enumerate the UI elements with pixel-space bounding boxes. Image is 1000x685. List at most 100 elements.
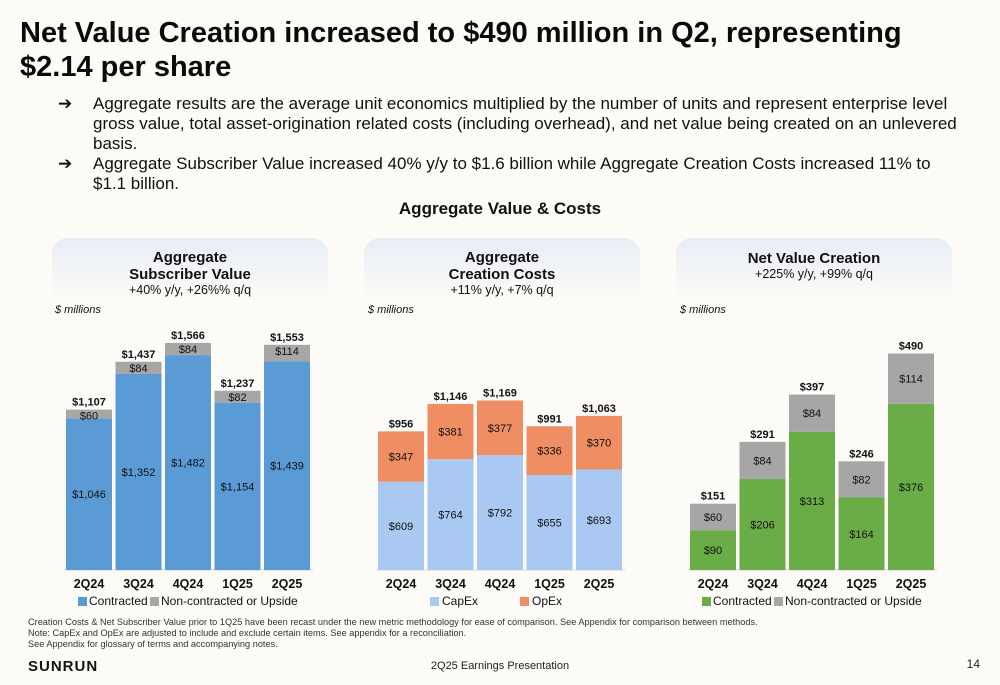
- bar-segment-3q24-top: [427, 403, 474, 460]
- bar-segment-1q25-bottom: [526, 475, 573, 570]
- data-label: $114: [899, 374, 923, 386]
- bar-segment-1q25-top: [838, 461, 885, 498]
- legend-swatch: [520, 597, 529, 606]
- panel-subtitle: +40% y/y, +26%% q/q: [128, 283, 252, 297]
- arrow-icon: ➔: [58, 154, 73, 173]
- sunrun-logo: SUNRUN: [28, 658, 99, 675]
- data-label: $84: [129, 363, 147, 375]
- total-label: $956: [389, 418, 413, 430]
- data-label: $376: [899, 482, 923, 494]
- tick-label: 3Q24: [747, 577, 778, 591]
- bar-segment-4q24-bottom: [477, 455, 523, 570]
- bar-segment-4q24-top: [477, 400, 523, 456]
- tick-label: 1Q25: [534, 577, 565, 591]
- units-label: $ millions: [368, 304, 414, 316]
- bar-segment-4q24-bottom: [165, 355, 211, 570]
- data-label: $693: [587, 515, 611, 527]
- tick-label: 2Q25: [584, 577, 615, 591]
- total-label: $1,566: [171, 330, 205, 342]
- bar-segment-2q25-bottom: [264, 361, 310, 570]
- bullet-text: Aggregate results are the average unit e…: [93, 94, 957, 153]
- data-label: $370: [587, 438, 611, 450]
- data-label: $1,046: [72, 489, 106, 501]
- tick-label: 1Q25: [222, 577, 253, 591]
- bar-segment-2q24-top: [378, 431, 424, 482]
- panel-heading-line2: Subscriber Value: [129, 266, 251, 283]
- panel-subtitle: +225% y/y, +99% q/q: [755, 267, 873, 281]
- tick-label: 2Q24: [698, 577, 729, 591]
- data-label: $377: [488, 423, 512, 435]
- total-label: $1,237: [221, 378, 255, 390]
- data-label: $114: [275, 346, 299, 358]
- data-label: $164: [849, 529, 873, 541]
- chart-subscriber-value: $1,046 $60 $1,107 2Q24 $1,352 $84 $1,437 3Q24 $1…: [64, 330, 314, 608]
- legend-label: Contracted: [713, 594, 772, 608]
- panel-heading-line1: Net Value Creation: [747, 250, 881, 267]
- bar-segment-3q24-top: [115, 361, 162, 374]
- bar-segment-2q24-bottom: [66, 418, 112, 570]
- tick-label: 4Q24: [173, 577, 204, 591]
- data-label: $60: [704, 512, 722, 524]
- legend: Contracted Non-contracted or Upside: [78, 594, 298, 608]
- panel-header-net-value: Net Value Creation +225% y/y, +99% q/q: [676, 238, 952, 302]
- panel-heading-line2: Creation Costs: [448, 266, 556, 283]
- legend-label: Contracted: [89, 594, 148, 608]
- bar-segment-2q24-bottom: [378, 481, 424, 570]
- bar-segment-4q24-top: [789, 394, 835, 432]
- bullet-text: Aggregate Subscriber Value increased 40%…: [93, 154, 931, 193]
- bar-segment-1q25-top: [526, 426, 573, 476]
- tick-label: 4Q24: [485, 577, 516, 591]
- data-label: $1,352: [122, 467, 156, 479]
- bar-segment-2q24-top: [690, 503, 736, 531]
- data-label: $764: [438, 510, 462, 522]
- bar-segment-2q25-top: [264, 344, 310, 362]
- footnote: Note: CapEx and OpEx are adjusted to inc…: [28, 628, 467, 638]
- legend-swatch: [78, 597, 87, 606]
- data-label: $347: [389, 452, 413, 464]
- panel-header-creation-costs: Aggregate Creation Costs +11% y/y, +7% q…: [364, 238, 640, 302]
- legend-label: OpEx: [532, 594, 562, 608]
- page-number: 14: [966, 657, 980, 671]
- total-label: $1,146: [434, 391, 468, 403]
- total-label: $397: [800, 382, 824, 394]
- section-title: Aggregate Value & Costs: [398, 199, 602, 218]
- data-label: $381: [438, 427, 462, 439]
- legend-swatch: [430, 597, 439, 606]
- legend-label: CapEx: [442, 594, 478, 608]
- data-label: $84: [753, 455, 771, 467]
- data-label: $1,154: [221, 481, 255, 493]
- total-label: $1,169: [483, 387, 517, 399]
- bar-segment-1q25-top: [214, 390, 261, 403]
- bullet-item: ➔ Aggregate Subscriber Value increased 4…: [58, 154, 958, 194]
- tick-label: 4Q24: [797, 577, 828, 591]
- data-label: $609: [389, 521, 413, 533]
- legend-swatch: [150, 597, 159, 606]
- units-label: $ millions: [680, 304, 726, 316]
- bar-segment-3q24-bottom: [427, 459, 474, 570]
- bar-segment-1q25-bottom: [214, 402, 261, 570]
- bar-segment-3q24-bottom: [739, 478, 786, 570]
- bar-segment-1q25-bottom: [838, 497, 885, 570]
- data-label: $84: [179, 344, 197, 356]
- data-label: $84: [803, 408, 821, 420]
- bar-segment-2q24-top: [66, 409, 112, 419]
- data-label: $655: [537, 518, 561, 530]
- total-label: $151: [701, 491, 725, 503]
- arrow-icon: ➔: [58, 94, 73, 113]
- data-label: $1,439: [270, 461, 304, 473]
- footnotes: Creation Costs & Net Subscriber Value pr…: [28, 617, 758, 650]
- legend-swatch: [774, 597, 783, 606]
- legend: Contracted Non-contracted or Upside: [702, 594, 922, 608]
- footnote: See Appendix for glossary of terms and a…: [28, 639, 278, 649]
- bullet-item: ➔ Aggregate results are the average unit…: [58, 94, 958, 154]
- presentation-name: 2Q25 Earnings Presentation: [430, 660, 570, 672]
- data-label: $792: [488, 508, 512, 520]
- page-title: Net Value Creation increased to $490 mil…: [20, 17, 902, 83]
- bar-segment-2q25-top: [576, 415, 622, 470]
- data-label: $82: [852, 474, 870, 486]
- data-label: $313: [800, 496, 824, 508]
- bar-segment-2q25-bottom: [576, 469, 622, 570]
- legend-swatch: [702, 597, 711, 606]
- legend-label: Non-contracted or Upside: [785, 594, 922, 608]
- tick-label: 2Q24: [386, 577, 417, 591]
